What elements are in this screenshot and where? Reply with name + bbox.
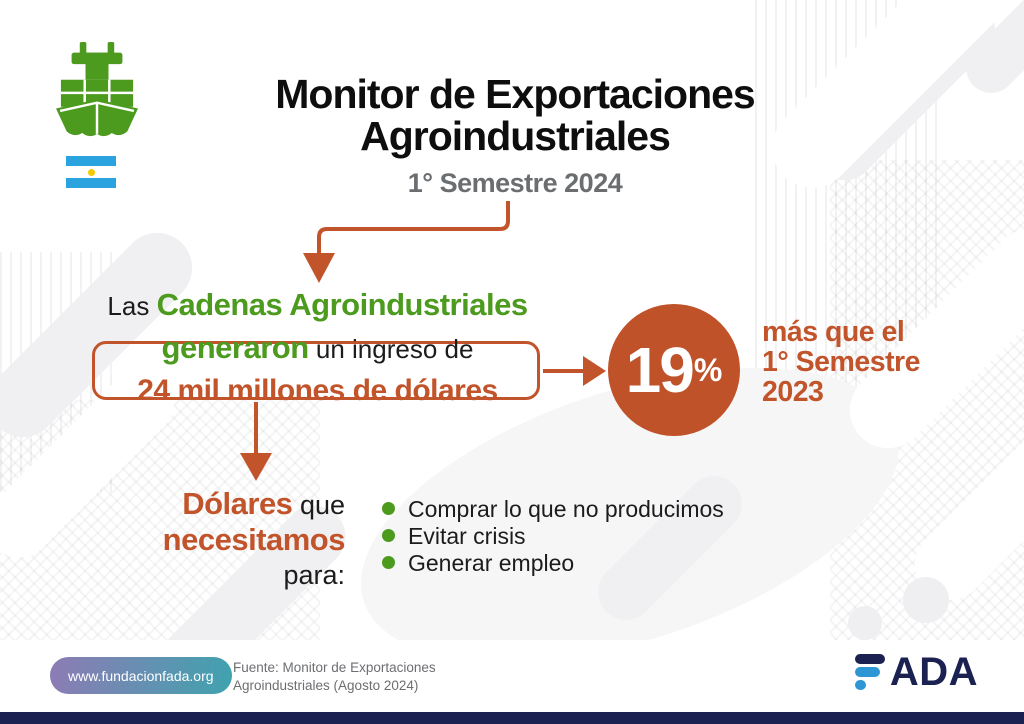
para-word: para: [283, 560, 345, 590]
page-subtitle: 1° Semestre 2024 [407, 167, 623, 198]
intro-line-2-bg: generaron un ingreso de [151, 330, 484, 365]
source-line-1: Fuente: Monitor de Exportaciones [233, 660, 436, 675]
percent-value: 19 [625, 334, 695, 406]
intro-prefix: Las [107, 291, 157, 321]
needs-title: Dólares que necesitamos para: [60, 488, 346, 594]
bullet-list: Comprar lo que no producimos Evitar cris… [382, 496, 724, 577]
amount-text: 24 mil millones de dólares [137, 374, 498, 407]
flag-stripe [66, 178, 116, 188]
intro-verb: generaron [161, 330, 310, 365]
fada-logotype: ADA [889, 650, 978, 694]
website-pill[interactable]: www.fundacionfada.org [50, 657, 232, 694]
comparison-text: más que el 1° Semestre 2023 [762, 316, 921, 408]
comparison-line-2: 1° Semestre [762, 346, 921, 378]
fada-f-bar-middle [854, 667, 880, 677]
footer: www.fundacionfada.org Fuente: Monitor de… [0, 640, 1024, 712]
page-title-line-1: Monitor de Exportaciones [275, 71, 755, 117]
intro-rest: un ingreso de [308, 334, 474, 364]
fada-f-icon [854, 654, 885, 690]
page-title-line-2: Agroindustriales [360, 112, 671, 159]
footer-navy-bar [0, 712, 1024, 724]
intro-highlight: Cadenas Agroindustriales [156, 287, 529, 322]
list-item: Comprar lo que no producimos [382, 496, 724, 523]
flag-stripe [66, 156, 116, 166]
intro-line-1: Las Cadenas Agroindustriales [55, 286, 580, 330]
source-text: Fuente: Monitor de Exportaciones Agroind… [233, 659, 436, 694]
necesitamos-word: necesitamos [162, 522, 346, 557]
bullet-dot-icon [382, 556, 395, 569]
comparison-line-3: 2023 [762, 376, 824, 408]
bullet-text: Generar empleo [408, 550, 575, 576]
bullet-text: Evitar crisis [408, 523, 526, 549]
bg-dot [903, 577, 949, 623]
percent-sign: % [693, 351, 723, 388]
amount-line: 24 mil millones de dólares [55, 372, 580, 415]
header: Monitor de Exportaciones Agroindustriale… [150, 71, 880, 199]
flag-sun-icon [87, 168, 95, 176]
bullet-dot-icon [382, 502, 395, 515]
fada-f-dot [854, 680, 866, 690]
flag-middle [66, 166, 116, 178]
argentina-flag-icon [66, 156, 116, 188]
website-url: www.fundacionfada.org [68, 667, 214, 684]
cargo-ship-icon [56, 42, 138, 152]
fada-f-bar-top [854, 654, 885, 664]
needs-line-1: Dólares que [60, 488, 345, 525]
bg-dot [848, 606, 882, 640]
amount-highlight-box [92, 341, 540, 400]
dolares-word: Dólares [182, 486, 293, 521]
source-line-2: Agroindustriales (Agosto 2024) [233, 677, 419, 693]
comparison-line-1: más que el [762, 316, 905, 348]
needs-line-2: necesitamos [60, 522, 346, 561]
intro-text: Las Cadenas Agroindustriales generaron u… [55, 286, 580, 415]
que-word: que [292, 490, 345, 520]
list-item: Evitar crisis [382, 523, 724, 550]
percent-circle: 19 % [608, 304, 740, 436]
bullet-dot-icon [382, 529, 395, 542]
bullet-text: Comprar lo que no producimos [408, 496, 724, 522]
list-item: Generar empleo [382, 550, 724, 577]
intro-line-2: generaron un ingreso de [55, 330, 580, 372]
needs-line-3: para: [60, 561, 345, 594]
fada-logo: ADA [854, 649, 978, 695]
